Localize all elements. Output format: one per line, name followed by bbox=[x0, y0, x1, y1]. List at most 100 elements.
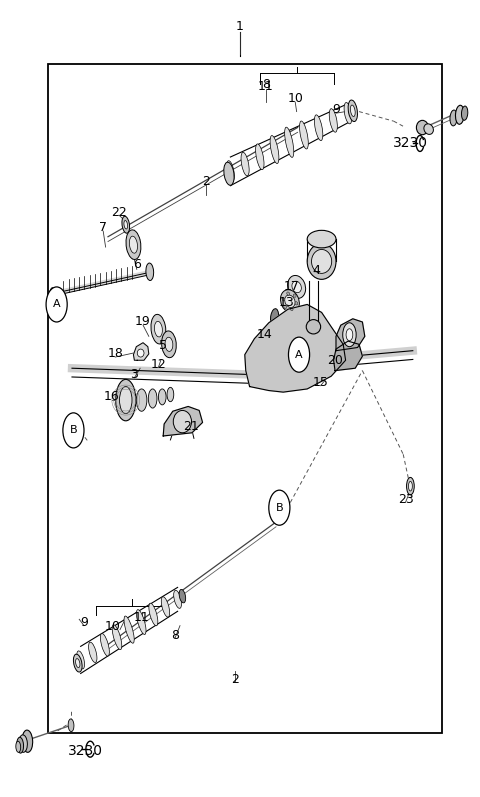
Text: B: B bbox=[70, 426, 77, 435]
Polygon shape bbox=[245, 304, 346, 392]
Polygon shape bbox=[163, 406, 203, 436]
Polygon shape bbox=[334, 341, 362, 371]
Ellipse shape bbox=[284, 305, 287, 308]
Ellipse shape bbox=[130, 236, 137, 253]
Text: 4: 4 bbox=[313, 265, 321, 277]
Ellipse shape bbox=[22, 730, 33, 752]
Ellipse shape bbox=[461, 106, 468, 120]
Text: 20: 20 bbox=[327, 354, 343, 367]
Ellipse shape bbox=[255, 144, 264, 170]
Text: 17: 17 bbox=[284, 281, 300, 293]
Ellipse shape bbox=[149, 603, 158, 626]
Text: 22: 22 bbox=[111, 206, 127, 218]
Ellipse shape bbox=[314, 115, 323, 140]
Circle shape bbox=[288, 337, 310, 372]
Ellipse shape bbox=[295, 302, 298, 305]
Text: 3: 3 bbox=[131, 368, 138, 381]
Text: 6: 6 bbox=[133, 258, 141, 271]
Ellipse shape bbox=[174, 591, 181, 608]
Ellipse shape bbox=[158, 389, 166, 405]
Ellipse shape bbox=[155, 321, 162, 337]
Ellipse shape bbox=[89, 642, 97, 662]
Text: 12: 12 bbox=[151, 358, 166, 371]
Ellipse shape bbox=[179, 590, 186, 603]
Ellipse shape bbox=[241, 152, 249, 176]
Polygon shape bbox=[336, 319, 365, 351]
Ellipse shape bbox=[300, 121, 308, 149]
Text: 9: 9 bbox=[80, 616, 88, 629]
Text: 3230: 3230 bbox=[68, 744, 103, 758]
Ellipse shape bbox=[285, 128, 294, 157]
Ellipse shape bbox=[50, 291, 54, 300]
Ellipse shape bbox=[329, 108, 337, 132]
Ellipse shape bbox=[407, 477, 414, 495]
Ellipse shape bbox=[167, 387, 174, 402]
Text: A: A bbox=[53, 300, 60, 309]
Ellipse shape bbox=[424, 124, 433, 135]
Text: 7: 7 bbox=[99, 221, 107, 234]
Ellipse shape bbox=[146, 263, 154, 281]
Ellipse shape bbox=[148, 389, 157, 408]
Text: 19: 19 bbox=[135, 315, 151, 328]
Text: 2: 2 bbox=[203, 175, 210, 188]
Ellipse shape bbox=[346, 328, 353, 341]
Ellipse shape bbox=[151, 314, 166, 344]
Ellipse shape bbox=[137, 349, 144, 357]
Ellipse shape bbox=[293, 294, 296, 297]
Ellipse shape bbox=[161, 597, 169, 617]
Ellipse shape bbox=[408, 481, 412, 491]
Text: 1: 1 bbox=[236, 20, 244, 33]
Ellipse shape bbox=[290, 308, 293, 311]
Ellipse shape bbox=[75, 658, 80, 668]
Ellipse shape bbox=[348, 100, 358, 122]
Text: 14: 14 bbox=[257, 328, 273, 341]
Ellipse shape bbox=[122, 216, 130, 234]
Text: A: A bbox=[295, 350, 303, 359]
Ellipse shape bbox=[124, 221, 128, 229]
Ellipse shape bbox=[307, 244, 336, 279]
Ellipse shape bbox=[112, 625, 122, 650]
Polygon shape bbox=[133, 343, 149, 360]
Ellipse shape bbox=[100, 634, 109, 656]
Ellipse shape bbox=[227, 161, 234, 182]
Text: 5: 5 bbox=[159, 339, 167, 351]
Circle shape bbox=[269, 490, 290, 525]
Ellipse shape bbox=[285, 363, 291, 371]
Text: 23: 23 bbox=[398, 493, 413, 506]
Ellipse shape bbox=[224, 162, 234, 186]
Circle shape bbox=[46, 287, 67, 322]
Text: 8: 8 bbox=[263, 78, 270, 91]
Text: 10: 10 bbox=[105, 620, 121, 633]
Ellipse shape bbox=[456, 105, 464, 124]
Ellipse shape bbox=[165, 337, 173, 351]
Text: 8: 8 bbox=[171, 629, 179, 642]
Text: 18: 18 bbox=[107, 347, 123, 360]
Circle shape bbox=[63, 413, 84, 448]
Ellipse shape bbox=[343, 323, 356, 347]
Ellipse shape bbox=[288, 276, 306, 298]
Ellipse shape bbox=[287, 292, 289, 295]
Text: 16: 16 bbox=[104, 391, 120, 403]
Ellipse shape bbox=[73, 654, 82, 672]
Text: 3230: 3230 bbox=[393, 136, 428, 151]
Ellipse shape bbox=[306, 320, 321, 334]
Ellipse shape bbox=[162, 331, 176, 358]
Text: 11: 11 bbox=[258, 80, 273, 92]
Text: 11: 11 bbox=[134, 611, 149, 624]
Text: B: B bbox=[276, 503, 283, 512]
Ellipse shape bbox=[292, 281, 301, 292]
Ellipse shape bbox=[173, 410, 192, 433]
Ellipse shape bbox=[271, 308, 278, 326]
Ellipse shape bbox=[136, 389, 147, 411]
Ellipse shape bbox=[350, 105, 355, 116]
Text: 13: 13 bbox=[279, 296, 295, 309]
Ellipse shape bbox=[120, 387, 132, 414]
Ellipse shape bbox=[136, 610, 146, 634]
Ellipse shape bbox=[17, 737, 24, 753]
Ellipse shape bbox=[285, 295, 295, 308]
Text: 15: 15 bbox=[312, 376, 329, 389]
Ellipse shape bbox=[282, 297, 285, 300]
Bar bbox=[48, 64, 442, 733]
Ellipse shape bbox=[68, 719, 74, 732]
Text: 2: 2 bbox=[231, 673, 239, 685]
